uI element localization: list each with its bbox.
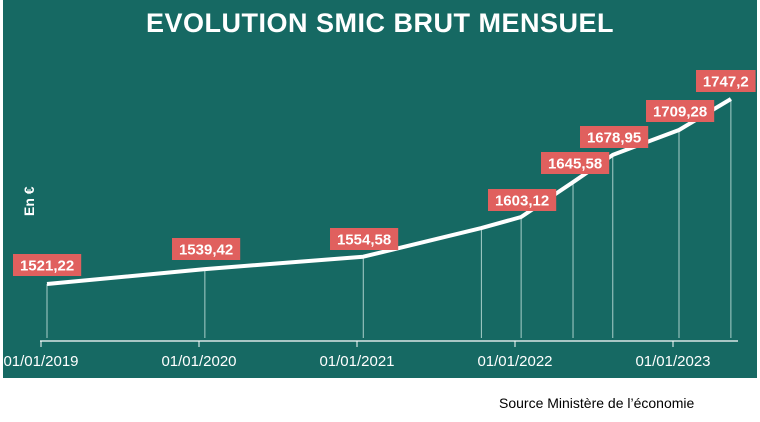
data-label: 1678,95 xyxy=(587,130,641,147)
x-tick-label: 01/01/2021 xyxy=(319,353,394,370)
data-label-box xyxy=(646,100,715,122)
x-ticks: 01/01/2019 01/01/2020 01/01/2021 01/01/2022… xyxy=(3,341,711,370)
data-label: 1521,22 xyxy=(20,258,74,275)
chart-panel xyxy=(3,0,757,378)
data-label-box xyxy=(541,152,610,174)
chart-title: EVOLUTION SMIC BRUT MENSUEL xyxy=(145,8,614,38)
smic-line xyxy=(46,97,732,286)
data-label: 1709,28 xyxy=(653,104,707,121)
data-label-box xyxy=(13,254,82,276)
data-label-box xyxy=(580,126,649,148)
x-tick-label: 01/01/2023 xyxy=(635,353,710,370)
data-label: 1554,58 xyxy=(337,232,391,249)
data-label: 1747,2 xyxy=(703,74,749,91)
drop-lines xyxy=(46,99,732,338)
x-tick-label: 01/01/2022 xyxy=(477,353,552,370)
x-tick-label: 01/01/2019 xyxy=(3,353,78,370)
x-tick-label: 01/01/2020 xyxy=(161,353,236,370)
data-label: 1603,12 xyxy=(495,193,549,210)
data-label-box xyxy=(172,238,241,260)
data-label-box xyxy=(488,189,557,211)
data-label: 1645,58 xyxy=(548,156,602,173)
data-label: 1539,42 xyxy=(179,242,233,259)
data-label-box xyxy=(330,228,399,250)
data-label-box xyxy=(696,70,756,92)
source-note: Source Ministère de l’économie xyxy=(499,395,695,411)
data-labels: 1521,22 1539,42 1554,58 1603,12 1645,58 1678,… xyxy=(13,70,756,276)
